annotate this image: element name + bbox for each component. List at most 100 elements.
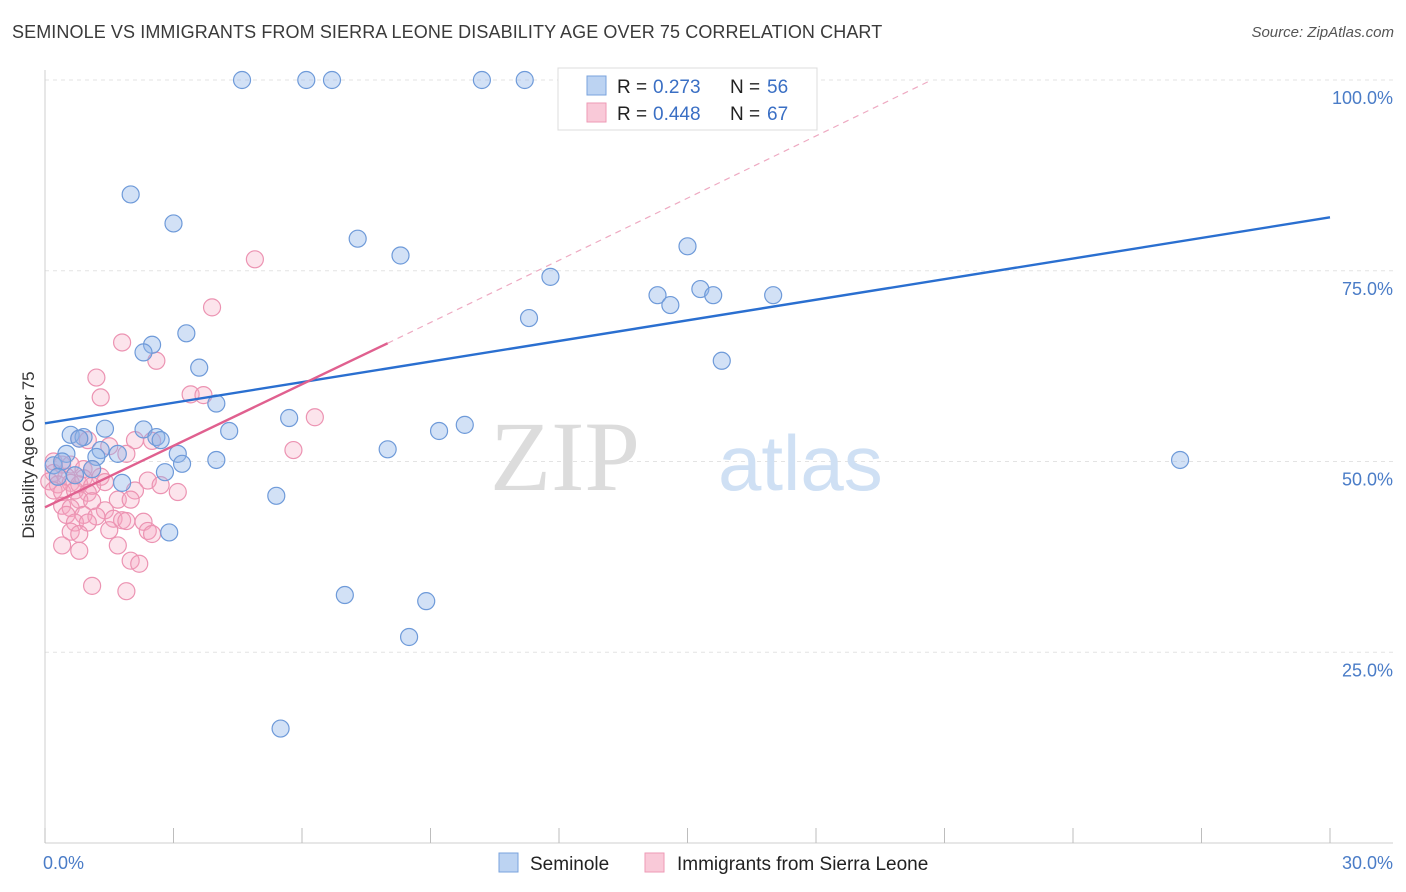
seminole-point-11 [648, 286, 667, 305]
seminole-point-51 [160, 523, 179, 542]
watermark-atlas: atlas [718, 419, 883, 507]
sierra-leone-point-53 [117, 511, 136, 531]
trend-line-sierra-leone [44, 342, 389, 509]
series-seminole-points [44, 70, 1190, 738]
sierra-leone-point-8 [305, 408, 324, 427]
y-tick-labels: 25.0% 50.0% 75.0% 100.0% [1332, 88, 1393, 680]
sierra-leone-point-9 [284, 440, 303, 460]
seminole-point-17 [177, 324, 196, 343]
seminole-point-7 [348, 229, 367, 248]
legend-n-label-2: N = [730, 104, 760, 125]
sierra-leone-point-60 [53, 536, 72, 555]
seminole-point-15 [764, 286, 783, 305]
seminole-point-14 [704, 286, 723, 305]
seminole-point-33 [151, 431, 170, 450]
x-tick-label-0: 0.0% [43, 853, 84, 873]
grid-lines [45, 79, 1393, 653]
bottom-legend-swatch-sierra-leone [644, 852, 665, 873]
sierra-leone-point-63 [83, 576, 102, 595]
seminole-point-48 [112, 473, 132, 492]
sierra-leone-point-56 [70, 524, 89, 544]
seminole-point-21 [712, 351, 731, 370]
source-label: Source: ZipAtlas.com [1251, 24, 1394, 41]
legend-swatch-seminole [586, 75, 607, 96]
y-tick-label-3: 100.0% [1332, 88, 1393, 108]
seminole-point-42 [44, 456, 63, 475]
sierra-leone-point-4 [87, 368, 106, 387]
seminole-point-3 [472, 70, 491, 90]
y-tick-label-2: 75.0% [1342, 279, 1393, 299]
seminole-point-49 [155, 463, 175, 482]
x-tick-label-1: 30.0% [1342, 853, 1393, 873]
legend-r-value-1: 0.273 [653, 77, 701, 98]
seminole-point-5 [121, 185, 140, 204]
sierra-leone-point-66 [70, 541, 89, 560]
seminole-point-43 [53, 452, 72, 471]
legend-r-label-2: R = [617, 104, 647, 125]
legend-swatch-sierra-leone [586, 102, 607, 123]
axes [44, 70, 1393, 844]
seminole-point-20 [190, 358, 209, 377]
sierra-leone-point-42 [121, 490, 140, 509]
sierra-leone-point-61 [108, 536, 127, 555]
sierra-leone-point-64 [117, 582, 136, 601]
sierra-leone-point-38 [168, 482, 187, 502]
chart-title: SEMINOLE VS IMMIGRANTS FROM SIERRA LEONE… [12, 22, 883, 42]
seminole-point-41 [378, 440, 397, 459]
seminole-point-24 [429, 421, 449, 441]
trend-line-seminole [44, 216, 1331, 425]
seminole-point-46 [48, 467, 67, 486]
seminole-point-0 [232, 70, 252, 90]
seminole-point-19 [134, 343, 153, 362]
watermark: ZIP atlas [490, 401, 883, 512]
seminole-point-50 [267, 486, 286, 505]
y-tick-label-0: 25.0% [1342, 660, 1393, 680]
seminole-point-1 [297, 70, 316, 90]
x-tick-labels: 0.0% 30.0% [43, 853, 1393, 873]
seminole-point-10 [541, 267, 560, 286]
seminole-point-40 [207, 450, 226, 470]
bottom-legend-swatch-seminole [498, 852, 519, 873]
seminole-point-35 [108, 444, 127, 463]
seminole-point-39 [172, 454, 192, 473]
seminole-point-4 [515, 70, 534, 90]
sierra-leone-point-57 [100, 521, 119, 540]
legend: R = 0.273 N = 56 R = 0.448 N = 67 [557, 67, 818, 131]
sierra-leone-point-50 [65, 513, 85, 532]
seminole-point-16 [519, 308, 539, 328]
seminole-point-54 [399, 627, 419, 647]
seminole-point-38 [168, 444, 187, 463]
y-axis-label: Disability Age Over 75 [19, 371, 38, 538]
sierra-leone-point-41 [108, 490, 127, 509]
seminole-point-47 [65, 466, 85, 485]
series-sierra-leone-points [40, 250, 324, 601]
sierra-leone-point-65 [130, 554, 149, 573]
sierra-leone-point-2 [112, 333, 132, 352]
seminole-point-6 [164, 214, 183, 233]
seminole-point-25 [455, 415, 474, 434]
seminole-point-55 [271, 719, 290, 738]
seminole-point-52 [335, 585, 354, 605]
legend-r-label-1: R = [617, 77, 647, 98]
legend-n-value-2: 67 [767, 104, 788, 125]
seminole-point-8 [391, 246, 410, 265]
trend-lines [44, 79, 1331, 509]
bottom-legend: Seminole Immigrants from Sierra Leone [498, 852, 928, 875]
seminole-point-26 [220, 421, 239, 441]
seminole-point-23 [280, 408, 299, 428]
trend-line-sierra-leone-extension [387, 79, 932, 344]
seminole-point-12 [661, 295, 680, 315]
bottom-legend-seminole: Seminole [530, 854, 609, 875]
sierra-leone-point-1 [202, 298, 222, 317]
seminole-point-9 [678, 237, 697, 256]
legend-r-value-2: 0.448 [653, 104, 701, 125]
y-tick-label-1: 50.0% [1342, 470, 1393, 490]
seminole-point-29 [70, 429, 89, 448]
sierra-leone-point-5 [91, 388, 110, 407]
seminole-point-45 [1170, 450, 1190, 470]
watermark-zip: ZIP [490, 401, 640, 512]
legend-n-value-1: 56 [767, 77, 788, 98]
seminole-point-30 [95, 419, 115, 438]
bottom-legend-sierra-leone: Immigrants from Sierra Leone [677, 854, 928, 875]
